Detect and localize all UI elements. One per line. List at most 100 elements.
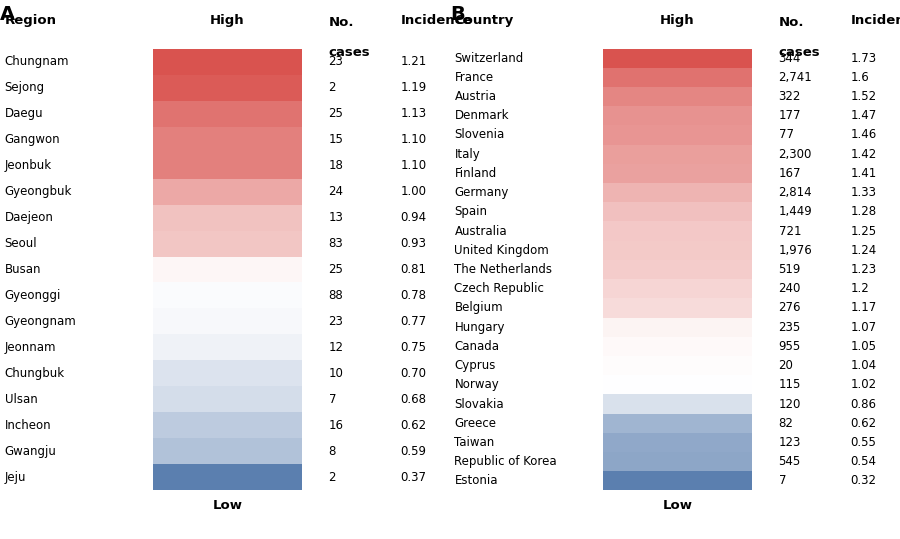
Bar: [153, 257, 302, 282]
Text: 2,300: 2,300: [778, 148, 812, 161]
Text: 1.05: 1.05: [850, 340, 877, 353]
Text: No.: No.: [778, 16, 804, 29]
Bar: [603, 202, 752, 222]
Text: Sejong: Sejong: [4, 81, 45, 94]
Text: 1.2: 1.2: [850, 282, 869, 295]
Text: 120: 120: [778, 398, 801, 411]
Text: Busan: Busan: [4, 263, 41, 276]
Text: 0.70: 0.70: [400, 367, 427, 380]
Text: 82: 82: [778, 417, 794, 430]
Text: 7: 7: [778, 474, 786, 487]
Text: 24: 24: [328, 185, 344, 198]
Bar: [153, 204, 302, 231]
Text: 177: 177: [778, 109, 801, 122]
Text: Chungbuk: Chungbuk: [4, 367, 65, 380]
Text: Slovenia: Slovenia: [454, 128, 505, 141]
Text: Seoul: Seoul: [4, 237, 37, 250]
Bar: [153, 231, 302, 257]
Text: Canada: Canada: [454, 340, 500, 353]
Text: Norway: Norway: [454, 378, 500, 391]
Text: 0.78: 0.78: [400, 289, 427, 302]
Text: 2,814: 2,814: [778, 186, 812, 199]
Text: 1.25: 1.25: [850, 225, 877, 238]
Text: The Netherlands: The Netherlands: [454, 263, 553, 276]
Text: 240: 240: [778, 282, 801, 295]
Text: 15: 15: [328, 133, 344, 146]
Text: 1.73: 1.73: [850, 52, 877, 65]
Bar: [603, 164, 752, 183]
Text: Switzerland: Switzerland: [454, 52, 524, 65]
Text: Chungnam: Chungnam: [4, 55, 69, 68]
Text: B: B: [450, 5, 464, 24]
Text: Gyeongnam: Gyeongnam: [4, 315, 76, 328]
Text: 2: 2: [328, 471, 336, 484]
Text: A: A: [0, 5, 15, 24]
Text: Jeju: Jeju: [4, 471, 26, 484]
Text: 519: 519: [778, 263, 801, 276]
Bar: [153, 335, 302, 361]
Bar: [603, 49, 752, 68]
Text: Estonia: Estonia: [454, 474, 498, 487]
Text: 0.32: 0.32: [850, 474, 877, 487]
Text: France: France: [454, 71, 493, 84]
Bar: [603, 452, 752, 471]
Text: 0.94: 0.94: [400, 211, 427, 224]
Text: Austria: Austria: [454, 90, 497, 103]
Text: 88: 88: [328, 289, 343, 302]
Text: Belgium: Belgium: [454, 301, 503, 314]
Text: 13: 13: [328, 211, 344, 224]
Bar: [603, 106, 752, 126]
Text: Czech Republic: Czech Republic: [454, 282, 544, 295]
Text: High: High: [210, 14, 245, 27]
Text: Country: Country: [454, 14, 514, 27]
Text: 1.19: 1.19: [400, 81, 427, 94]
Text: 1.10: 1.10: [400, 133, 427, 146]
Text: 25: 25: [328, 263, 344, 276]
Text: 83: 83: [328, 237, 343, 250]
Text: United Kingdom: United Kingdom: [454, 244, 549, 257]
Text: Gwangju: Gwangju: [4, 445, 57, 458]
Text: 0.54: 0.54: [850, 455, 877, 468]
Text: Incheon: Incheon: [4, 419, 51, 432]
Bar: [603, 126, 752, 144]
Text: Incidence: Incidence: [850, 14, 900, 27]
Text: 1.10: 1.10: [400, 159, 427, 172]
Text: 0.37: 0.37: [400, 471, 427, 484]
Text: Italy: Italy: [454, 148, 481, 161]
Text: 0.93: 0.93: [400, 237, 427, 250]
Text: 8: 8: [328, 445, 336, 458]
Bar: [603, 279, 752, 298]
Text: 545: 545: [778, 455, 801, 468]
Text: 115: 115: [778, 378, 801, 391]
Bar: [603, 241, 752, 260]
Text: 1.02: 1.02: [850, 378, 877, 391]
Text: 20: 20: [778, 359, 794, 372]
Text: 2: 2: [328, 81, 336, 94]
Text: 1.13: 1.13: [400, 107, 427, 120]
Text: Jeonbuk: Jeonbuk: [4, 159, 51, 172]
Text: 1.21: 1.21: [400, 55, 427, 68]
Text: 1.24: 1.24: [850, 244, 877, 257]
Bar: [153, 153, 302, 178]
Text: 0.75: 0.75: [400, 341, 427, 354]
Text: 2,741: 2,741: [778, 71, 812, 84]
Text: 25: 25: [328, 107, 344, 120]
Text: Hungary: Hungary: [454, 321, 505, 334]
Text: 7: 7: [328, 393, 336, 406]
Text: Ulsan: Ulsan: [4, 393, 37, 406]
Bar: [153, 127, 302, 153]
Text: 1.41: 1.41: [850, 167, 877, 180]
Text: 1.42: 1.42: [850, 148, 877, 161]
Bar: [153, 412, 302, 439]
Bar: [603, 222, 752, 241]
Text: 276: 276: [778, 301, 801, 314]
Text: 322: 322: [778, 90, 801, 103]
Text: Daegu: Daegu: [4, 107, 43, 120]
Text: 0.62: 0.62: [400, 419, 427, 432]
Text: Incidence: Incidence: [400, 14, 472, 27]
Text: 1.33: 1.33: [850, 186, 877, 199]
Text: 955: 955: [778, 340, 801, 353]
Bar: [603, 356, 752, 375]
Text: Low: Low: [212, 499, 242, 512]
Bar: [153, 308, 302, 335]
